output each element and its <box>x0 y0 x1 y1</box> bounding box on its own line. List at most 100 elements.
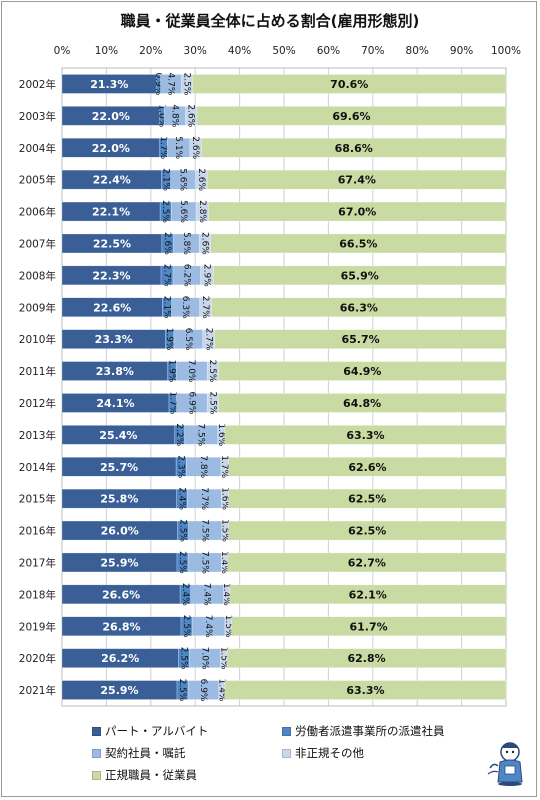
data-label: 22.4% <box>93 174 131 187</box>
data-label: 2.5% <box>177 679 187 702</box>
data-label: 2.6% <box>199 232 209 255</box>
bar-segment <box>229 584 506 605</box>
data-label: 67.0% <box>338 206 376 219</box>
data-label: 68.6% <box>335 142 373 155</box>
legend-swatch <box>92 770 101 780</box>
data-label: 6.3% <box>180 296 190 319</box>
data-label: 1.5% <box>218 647 228 670</box>
data-label: 22.3% <box>92 269 130 282</box>
bar-segment <box>208 201 507 222</box>
bar-segment <box>224 680 507 700</box>
data-label: 26.0% <box>101 525 139 538</box>
data-label: 25.9% <box>100 556 138 569</box>
data-label: 2.4% <box>176 487 186 510</box>
x-tick-label: 0% <box>54 45 71 57</box>
legend-label: 正規職員・従業員 <box>105 768 197 782</box>
data-label: 7.0% <box>186 360 196 383</box>
data-label: 62.5% <box>348 525 386 538</box>
x-tick-label: 90% <box>450 45 473 57</box>
data-label: 2.5% <box>181 73 191 96</box>
legend-item: 正規職員・従業員 <box>92 767 197 783</box>
legend-swatch <box>282 748 291 758</box>
legend-label: パート・アルバイト <box>105 724 209 738</box>
data-label: 6.2% <box>181 264 191 287</box>
y-category-label: 2020年 <box>19 652 56 665</box>
data-label: 65.9% <box>341 269 379 282</box>
data-label: 6.9% <box>186 392 196 415</box>
x-tick-label: 40% <box>228 45 251 57</box>
data-label: 26.6% <box>102 588 140 601</box>
bar-segment <box>228 457 507 477</box>
data-label: 25.7% <box>100 461 138 474</box>
data-label: 66.3% <box>340 301 378 314</box>
data-label: 6.9% <box>198 679 208 702</box>
y-category-label: 2008年 <box>19 269 56 282</box>
data-label: 7.5% <box>199 551 209 574</box>
data-label: 21.3% <box>90 78 128 91</box>
y-category-label: 2017年 <box>19 556 56 569</box>
data-label: 62.7% <box>348 556 386 569</box>
data-label: 5.1% <box>173 136 183 159</box>
bar-segment <box>218 393 507 413</box>
chart-title: 職員・従業員全体に占める割合(雇用形態別) <box>120 12 420 30</box>
data-label: 61.7% <box>349 620 387 633</box>
bar-segment <box>196 106 507 126</box>
y-category-label: 2003年 <box>19 110 56 123</box>
data-label: 1.6% <box>216 423 226 446</box>
y-category-label: 2013年 <box>19 429 56 442</box>
bar-segment <box>227 552 507 573</box>
data-label: 1.4% <box>221 583 231 606</box>
x-tick-label: 30% <box>184 45 207 57</box>
bar-segment <box>206 169 507 190</box>
data-label: 26.2% <box>101 652 139 665</box>
data-label: 6.5% <box>183 328 193 351</box>
data-label: 2.5% <box>178 647 188 670</box>
data-label: 1.0% <box>156 104 166 127</box>
bar-segment <box>218 361 507 381</box>
y-category-label: 2014年 <box>19 461 56 474</box>
data-label: 2.5% <box>207 360 217 383</box>
data-label: 66.5% <box>339 237 377 250</box>
data-label: 62.8% <box>347 652 385 665</box>
data-label: 2.5% <box>160 200 170 223</box>
bar-segment <box>201 138 507 158</box>
bar-segment <box>214 329 507 349</box>
data-label: 2.9% <box>201 264 211 287</box>
data-label: 7.4% <box>203 615 213 638</box>
data-label: 2.8% <box>197 200 207 223</box>
data-label: 2.3% <box>176 455 186 478</box>
data-label: 22.0% <box>92 142 130 155</box>
data-label: 2.5% <box>177 551 187 574</box>
data-label: 4.7% <box>166 73 176 96</box>
bar-segment <box>210 233 507 254</box>
data-label: 7.7% <box>199 487 209 510</box>
data-label: 23.8% <box>96 365 134 378</box>
y-category-label: 2016年 <box>19 525 56 538</box>
bar-segment <box>228 488 507 509</box>
x-tick-label: 10% <box>95 45 118 57</box>
data-label: 1.7% <box>167 392 177 415</box>
x-tick-label: 50% <box>272 45 295 57</box>
data-label: 70.6% <box>330 78 368 91</box>
data-label: 62.6% <box>348 461 386 474</box>
y-category-label: 2004年 <box>19 142 56 155</box>
legend-item: 非正規その他 <box>282 745 364 761</box>
legend-swatch <box>282 726 291 736</box>
legend-label: 労働者派遣事業所の派遣社員 <box>295 724 445 738</box>
data-label: 7.8% <box>198 455 208 478</box>
data-label: 1.6% <box>219 487 229 510</box>
bar-segment <box>228 520 507 541</box>
data-label: 2.7% <box>203 328 213 351</box>
data-label: 22.0% <box>92 110 130 123</box>
data-label: 22.1% <box>92 206 130 219</box>
legend-swatch <box>92 726 101 736</box>
legend-label: 契約社員・嘱託 <box>105 746 186 760</box>
data-label: 63.3% <box>346 429 384 442</box>
data-label: 7.5% <box>200 519 210 542</box>
data-label: 2.1% <box>162 296 172 319</box>
data-label: 0.9% <box>153 73 163 96</box>
data-label: 7.4% <box>202 583 212 606</box>
legend-item: パート・アルバイト <box>92 723 208 739</box>
legend-item: 労働者派遣事業所の派遣社員 <box>282 723 445 739</box>
data-label: 24.1% <box>96 397 134 410</box>
